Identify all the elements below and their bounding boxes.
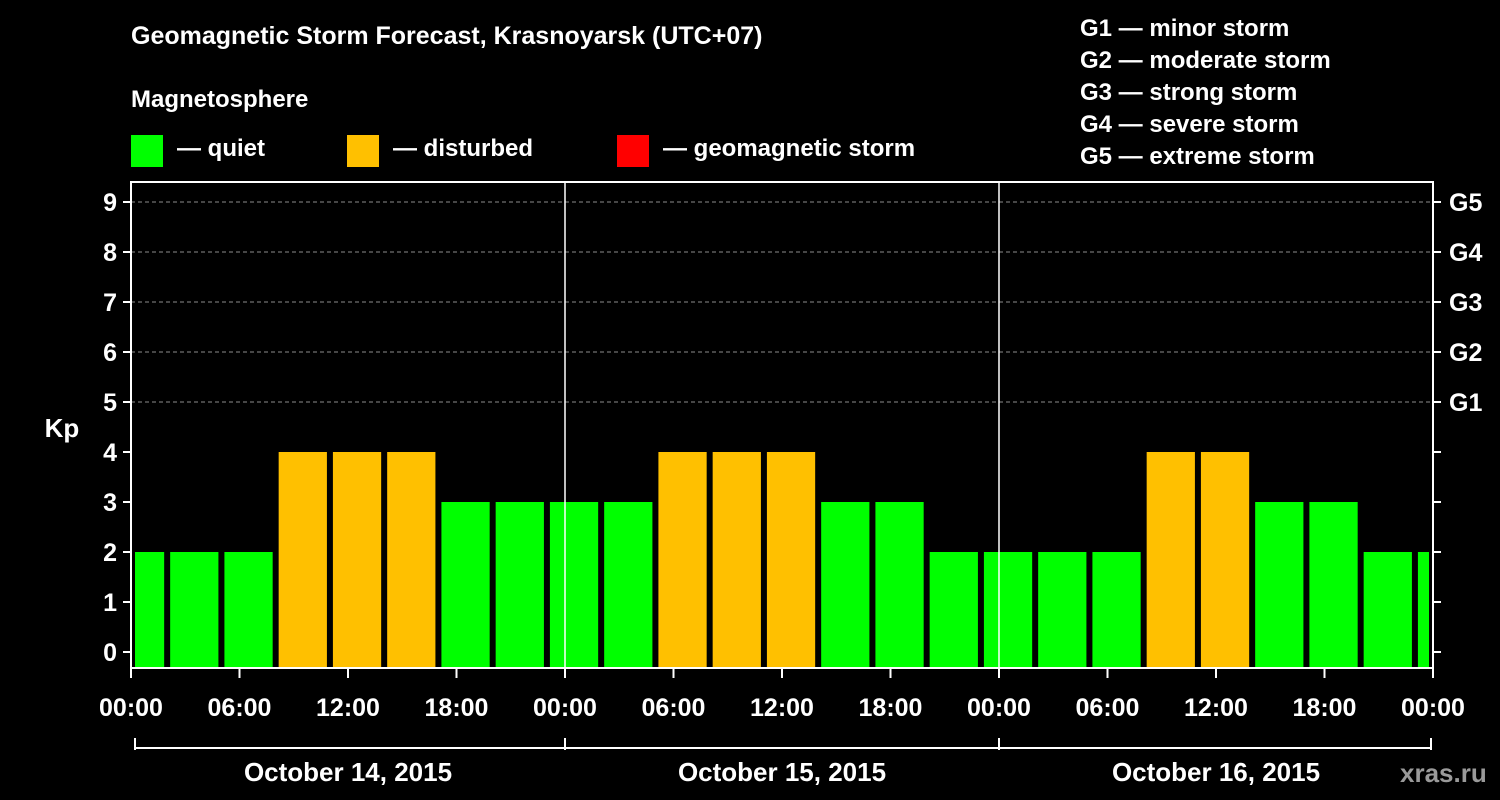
bar bbox=[658, 452, 707, 668]
x-tick-label: 00:00 bbox=[967, 694, 1031, 722]
bar bbox=[1200, 452, 1250, 668]
bar bbox=[821, 502, 870, 668]
g-legend-g4: G4 — severe storm bbox=[1080, 111, 1299, 138]
g-legend-g2: G2 — moderate storm bbox=[1080, 47, 1331, 74]
bar bbox=[549, 502, 599, 668]
bar bbox=[929, 552, 978, 668]
g-legend-g1: G1 — minor storm bbox=[1080, 15, 1290, 42]
legend-swatch-disturbed bbox=[347, 135, 379, 167]
y-axis-label: Kp bbox=[45, 413, 80, 443]
y-tick-label: 5 bbox=[103, 389, 117, 417]
day-label: October 16, 2015 bbox=[1112, 757, 1320, 787]
watermark: xras.ru bbox=[1400, 758, 1487, 788]
bar bbox=[278, 452, 327, 668]
x-tick-label: 12:00 bbox=[316, 694, 380, 722]
y-tick-label: 1 bbox=[103, 589, 117, 617]
y-tick-label: 8 bbox=[103, 239, 117, 267]
g-scale-label: G2 bbox=[1449, 339, 1482, 367]
bar bbox=[441, 502, 490, 668]
x-tick-label: 12:00 bbox=[750, 694, 814, 722]
x-tick-label: 00:00 bbox=[1401, 694, 1465, 722]
bar bbox=[766, 452, 816, 668]
legend-label-disturbed: — disturbed bbox=[393, 135, 534, 162]
bar bbox=[332, 452, 382, 668]
legend-swatch-storm bbox=[617, 135, 649, 167]
bar bbox=[1417, 552, 1429, 668]
bar bbox=[387, 452, 436, 668]
bar bbox=[712, 452, 761, 668]
g-scale-label: G1 bbox=[1449, 389, 1482, 417]
bar bbox=[1255, 502, 1304, 668]
y-tick-label: 4 bbox=[103, 439, 117, 467]
g-scale-label: G3 bbox=[1449, 289, 1482, 317]
bar bbox=[224, 552, 273, 668]
x-tick-label: 06:00 bbox=[1076, 694, 1140, 722]
y-tick-label: 3 bbox=[103, 489, 117, 517]
x-tick-label: 00:00 bbox=[533, 694, 597, 722]
x-tick-label: 18:00 bbox=[425, 694, 489, 722]
bar bbox=[983, 552, 1033, 668]
x-tick-label: 12:00 bbox=[1184, 694, 1248, 722]
bar bbox=[1038, 552, 1087, 668]
x-tick-label: 18:00 bbox=[1293, 694, 1357, 722]
y-tick-label: 9 bbox=[103, 189, 117, 217]
bar bbox=[604, 502, 653, 668]
bar bbox=[135, 552, 165, 668]
bar bbox=[170, 552, 219, 668]
legend-label-storm: — geomagnetic storm bbox=[663, 135, 916, 162]
x-tick-label: 00:00 bbox=[99, 694, 163, 722]
g-scale-label: G4 bbox=[1449, 239, 1482, 267]
bar bbox=[1309, 502, 1358, 668]
chart-subtitle: Magnetosphere bbox=[131, 86, 309, 113]
bar bbox=[875, 502, 924, 668]
chart-title: Geomagnetic Storm Forecast, Krasnoyarsk … bbox=[131, 22, 763, 50]
g-scale-label: G5 bbox=[1449, 189, 1482, 217]
y-tick-label: 6 bbox=[103, 339, 117, 367]
y-tick-label: 2 bbox=[103, 539, 117, 567]
y-tick-label: 7 bbox=[103, 289, 117, 317]
legend-label-quiet: — quiet bbox=[177, 135, 265, 162]
x-tick-label: 06:00 bbox=[642, 694, 706, 722]
y-tick-label: 0 bbox=[103, 639, 117, 667]
day-label: October 14, 2015 bbox=[244, 757, 452, 787]
bar bbox=[1092, 552, 1141, 668]
bar bbox=[1146, 452, 1195, 668]
g-legend-g5: G5 — extreme storm bbox=[1080, 143, 1315, 170]
bar bbox=[495, 502, 544, 668]
bar bbox=[1363, 552, 1412, 668]
legend-swatch-quiet bbox=[131, 135, 163, 167]
g-legend-g3: G3 — strong storm bbox=[1080, 79, 1298, 106]
day-label: October 15, 2015 bbox=[678, 757, 886, 787]
x-tick-label: 06:00 bbox=[208, 694, 272, 722]
x-tick-label: 18:00 bbox=[859, 694, 923, 722]
